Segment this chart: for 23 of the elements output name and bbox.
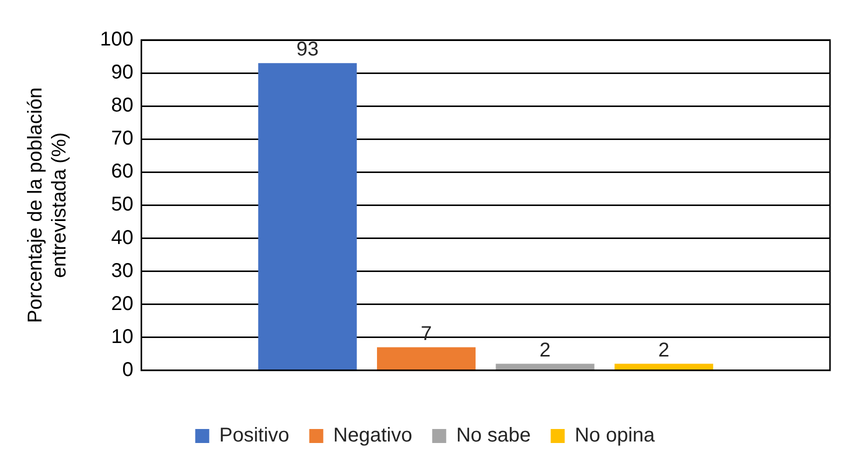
data-label: 2: [540, 339, 551, 362]
legend-label: No opina: [574, 424, 656, 447]
data-label: 2: [658, 339, 670, 362]
y-tick-label: 20: [111, 292, 134, 315]
y-tick-label: 10: [111, 326, 134, 348]
y-tick-label: 0: [122, 358, 134, 381]
y-tick-label: 40: [111, 226, 134, 249]
bar: [614, 364, 714, 370]
y-axis-title: Porcentaje de la población entrevistada (%): [24, 87, 71, 324]
legend-label: No sabe: [456, 424, 531, 447]
legend-label: Negativo: [333, 424, 412, 447]
bar: [258, 63, 357, 370]
y-tick-label: 80: [111, 94, 134, 117]
y-tick-label: 70: [111, 128, 134, 150]
y-tick-label: 30: [111, 260, 134, 282]
data-label: 93: [296, 38, 319, 61]
legend-label: Positivo: [219, 424, 290, 447]
y-tick-label: 50: [111, 194, 134, 216]
y-tick-label: 90: [111, 62, 134, 84]
y-tick-label: 100: [100, 28, 134, 51]
y-tick-label: 60: [111, 160, 134, 183]
bar: [376, 347, 476, 370]
bar: [496, 364, 594, 370]
